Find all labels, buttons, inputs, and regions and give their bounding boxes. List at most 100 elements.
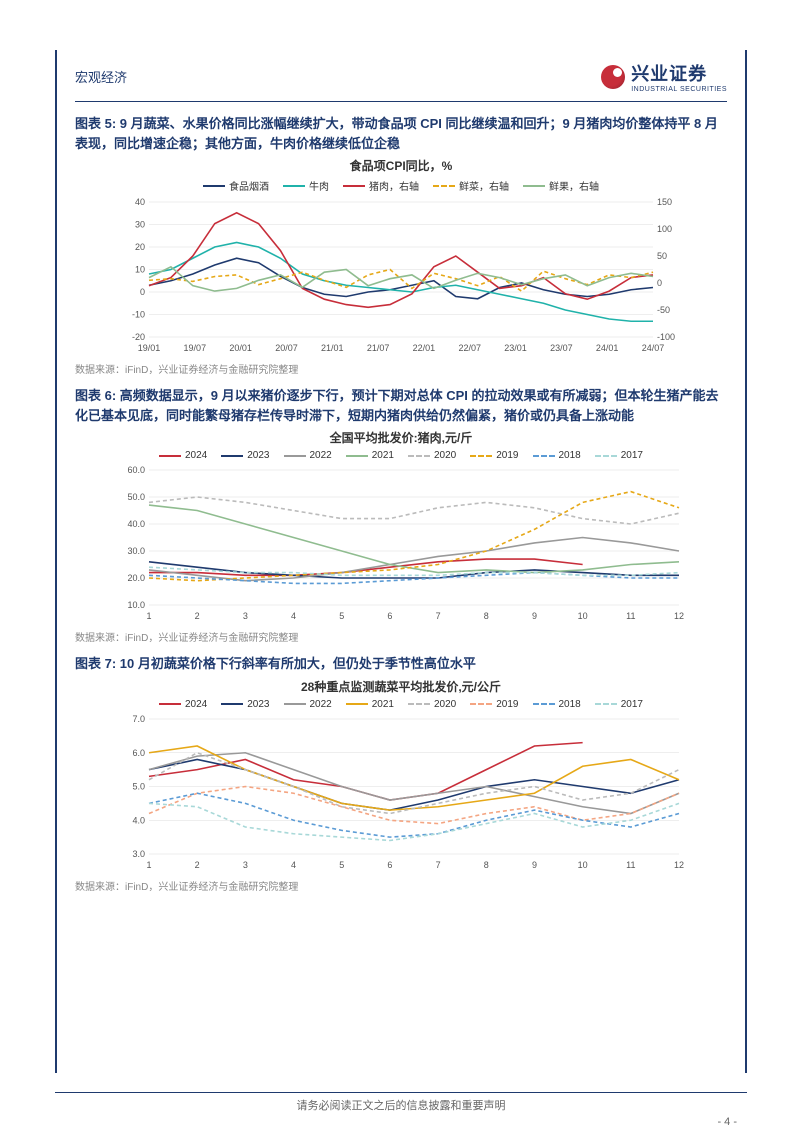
svg-text:30.0: 30.0 xyxy=(127,546,145,556)
legend-swatch xyxy=(470,703,492,705)
svg-text:12: 12 xyxy=(674,860,684,870)
legend-item: 2021 xyxy=(346,699,394,710)
svg-text:3: 3 xyxy=(243,860,248,870)
legend-swatch xyxy=(221,703,243,705)
legend-item: 牛肉 xyxy=(283,178,329,193)
legend-item: 鲜果，右轴 xyxy=(523,178,599,193)
svg-text:12: 12 xyxy=(674,611,684,621)
svg-text:9: 9 xyxy=(532,860,537,870)
svg-text:50: 50 xyxy=(657,251,667,261)
svg-text:3: 3 xyxy=(243,611,248,621)
svg-text:22/01: 22/01 xyxy=(413,343,436,353)
svg-text:21/07: 21/07 xyxy=(367,343,390,353)
fig6-legend: 20242023202220212020201920182017 xyxy=(75,450,727,461)
svg-text:2: 2 xyxy=(195,860,200,870)
legend-label: 牛肉 xyxy=(309,178,329,193)
fig7-title: 图表 7: 10 月初蔬菜价格下行斜率有所加大，但仍处于季节性高位水平 xyxy=(75,654,727,674)
legend-swatch xyxy=(433,185,455,187)
legend-label: 2019 xyxy=(496,699,518,710)
legend-label: 猪肉，右轴 xyxy=(369,178,419,193)
svg-text:21/01: 21/01 xyxy=(321,343,344,353)
svg-text:30: 30 xyxy=(135,220,145,230)
legend-item: 2020 xyxy=(408,450,456,461)
legend-item: 2024 xyxy=(159,450,207,461)
legend-swatch xyxy=(523,185,545,187)
footer-rule xyxy=(55,1092,747,1093)
svg-text:6: 6 xyxy=(387,860,392,870)
svg-text:4: 4 xyxy=(291,860,296,870)
legend-item: 2017 xyxy=(595,450,643,461)
svg-text:10: 10 xyxy=(578,860,588,870)
svg-text:7.0: 7.0 xyxy=(132,714,145,724)
legend-label: 2021 xyxy=(372,699,394,710)
svg-text:4.0: 4.0 xyxy=(132,815,145,825)
legend-label: 2017 xyxy=(621,699,643,710)
legend-label: 2018 xyxy=(559,450,581,461)
svg-text:11: 11 xyxy=(626,860,635,870)
legend-swatch xyxy=(203,185,225,187)
svg-text:10.0: 10.0 xyxy=(127,600,145,610)
legend-item: 2019 xyxy=(470,699,518,710)
fig5-chart: -20-10010203040-100-5005010015019/0119/0… xyxy=(111,197,691,357)
svg-text:40.0: 40.0 xyxy=(127,519,145,529)
legend-swatch xyxy=(595,703,617,705)
legend-item: 2021 xyxy=(346,450,394,461)
brand-logo: 兴业证券 INDUSTRIAL SECURITIES xyxy=(601,60,727,93)
legend-item: 2017 xyxy=(595,699,643,710)
svg-text:0: 0 xyxy=(140,287,145,297)
svg-text:19/01: 19/01 xyxy=(138,343,161,353)
legend-swatch xyxy=(221,455,243,457)
legend-swatch xyxy=(284,703,306,705)
svg-text:19/07: 19/07 xyxy=(184,343,207,353)
fig6-chart: 10.020.030.040.050.060.0123456789101112 xyxy=(111,465,691,625)
header-category: 宏观经济 xyxy=(75,67,127,86)
legend-item: 2018 xyxy=(533,450,581,461)
page-frame: 宏观经济 兴业证券 INDUSTRIAL SECURITIES 图表 5: 9 … xyxy=(55,50,747,1073)
svg-text:24/07: 24/07 xyxy=(642,343,665,353)
legend-item: 2019 xyxy=(470,450,518,461)
svg-text:7: 7 xyxy=(436,611,441,621)
svg-text:60.0: 60.0 xyxy=(127,465,145,475)
fig5-legend: 食品烟酒牛肉猪肉，右轴鲜菜，右轴鲜果，右轴 xyxy=(75,178,727,193)
logo-text-cn: 兴业证券 xyxy=(631,60,727,86)
svg-text:10: 10 xyxy=(135,265,145,275)
svg-text:23/07: 23/07 xyxy=(550,343,573,353)
legend-label: 2023 xyxy=(247,699,269,710)
footer-disclaimer: 请务必阅读正文之后的信息披露和重要声明 xyxy=(0,1097,802,1113)
svg-text:100: 100 xyxy=(657,224,672,234)
legend-item: 2022 xyxy=(284,450,332,461)
svg-text:10: 10 xyxy=(578,611,588,621)
svg-text:23/01: 23/01 xyxy=(504,343,527,353)
logo-text-en: INDUSTRIAL SECURITIES xyxy=(631,86,727,93)
svg-text:5: 5 xyxy=(339,860,344,870)
legend-label: 2021 xyxy=(372,450,394,461)
fig5-source: 数据来源：iFinD，兴业证券经济与金融研究院整理 xyxy=(75,361,727,376)
legend-swatch xyxy=(533,455,555,457)
legend-swatch xyxy=(159,455,181,457)
legend-item: 2018 xyxy=(533,699,581,710)
legend-item: 2024 xyxy=(159,699,207,710)
legend-label: 2020 xyxy=(434,699,456,710)
svg-text:9: 9 xyxy=(532,611,537,621)
legend-item: 鲜菜，右轴 xyxy=(433,178,509,193)
legend-item: 2022 xyxy=(284,699,332,710)
svg-text:-100: -100 xyxy=(657,332,675,342)
legend-label: 2020 xyxy=(434,450,456,461)
page-number: - 4 - xyxy=(717,1116,737,1128)
svg-text:150: 150 xyxy=(657,197,672,207)
fig6-source: 数据来源：iFinD，兴业证券经济与金融研究院整理 xyxy=(75,629,727,644)
legend-label: 鲜果，右轴 xyxy=(549,178,599,193)
svg-text:-20: -20 xyxy=(132,332,145,342)
svg-text:22/07: 22/07 xyxy=(458,343,481,353)
legend-swatch xyxy=(408,455,430,457)
svg-text:5.0: 5.0 xyxy=(132,781,145,791)
legend-label: 2022 xyxy=(310,450,332,461)
svg-text:-10: -10 xyxy=(132,310,145,320)
svg-text:5: 5 xyxy=(339,611,344,621)
svg-text:2: 2 xyxy=(195,611,200,621)
legend-swatch xyxy=(533,703,555,705)
legend-label: 2024 xyxy=(185,450,207,461)
fig5-title: 图表 5: 9 月蔬菜、水果价格同比涨幅继续扩大，带动食品项 CPI 同比继续温… xyxy=(75,114,727,153)
fig7-legend: 2024 2023 2022 2021 2020 2019 2018 2017 xyxy=(75,699,727,710)
legend-swatch xyxy=(284,455,306,457)
